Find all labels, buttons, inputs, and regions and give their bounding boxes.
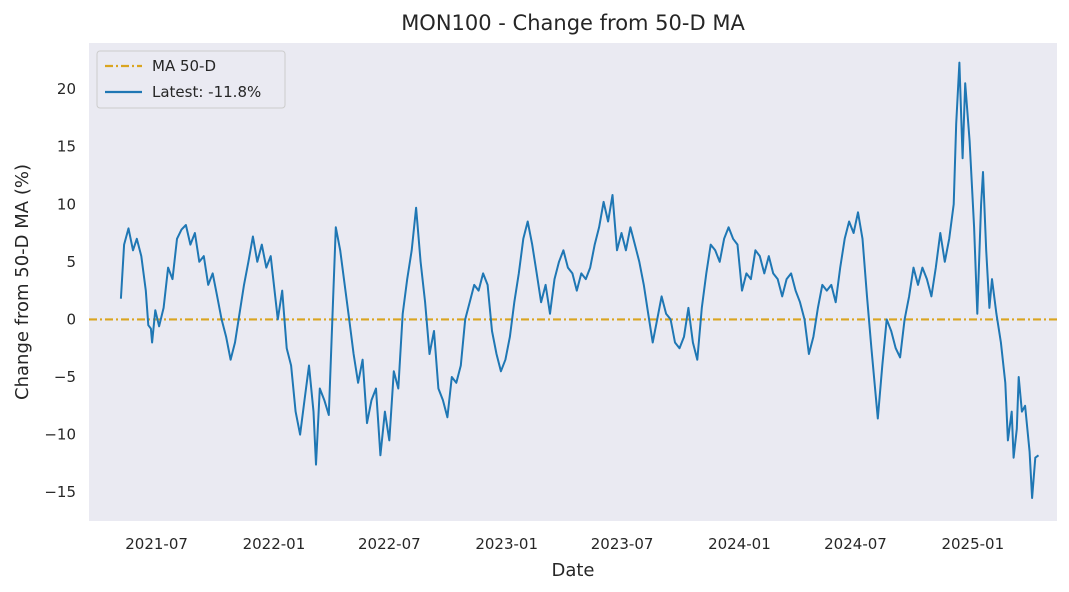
series-line-0	[119, 61, 1040, 499]
y-tick-label: 5	[66, 253, 76, 271]
x-tick-label: 2025-01	[941, 535, 1004, 553]
chart-title: MON100 - Change from 50-D MA	[401, 11, 745, 35]
y-axis-label: Change from 50-D MA (%)	[12, 164, 33, 400]
x-tick-label: 2024-07	[824, 535, 887, 553]
x-axis-ticks: 2021-07 2022-01 2022-07 2023-01 2023-07 2024-…	[125, 535, 1004, 553]
x-tick-label: 2023-01	[475, 535, 538, 553]
x-axis-label: Date	[551, 560, 594, 581]
y-tick-label: −15	[44, 483, 76, 501]
legend-label-latest: Latest: -11.8%	[152, 83, 261, 101]
y-tick-label: 20	[57, 80, 76, 98]
legend-box	[96, 50, 286, 109]
y-axis-ticks: −15 −10 −5 0 5 10 15 20	[44, 80, 76, 501]
x-tick-label: 2022-07	[358, 535, 421, 553]
x-tick-label: 2021-07	[125, 535, 188, 553]
y-tick-label: 15	[57, 138, 76, 156]
y-tick-label: 10	[57, 195, 76, 213]
y-tick-label: −10	[44, 426, 76, 444]
legend-label-ma: MA 50-D	[152, 57, 216, 75]
plot-area	[89, 43, 1057, 521]
y-tick-label: 0	[66, 310, 76, 328]
y-tick-label: −5	[54, 368, 76, 386]
x-tick-label: 2024-01	[708, 535, 771, 553]
series-layer	[119, 61, 1040, 499]
legend: MA 50-D Latest: -11.8%	[96, 50, 286, 109]
x-tick-label: 2022-01	[243, 535, 306, 553]
x-tick-label: 2023-07	[591, 535, 654, 553]
